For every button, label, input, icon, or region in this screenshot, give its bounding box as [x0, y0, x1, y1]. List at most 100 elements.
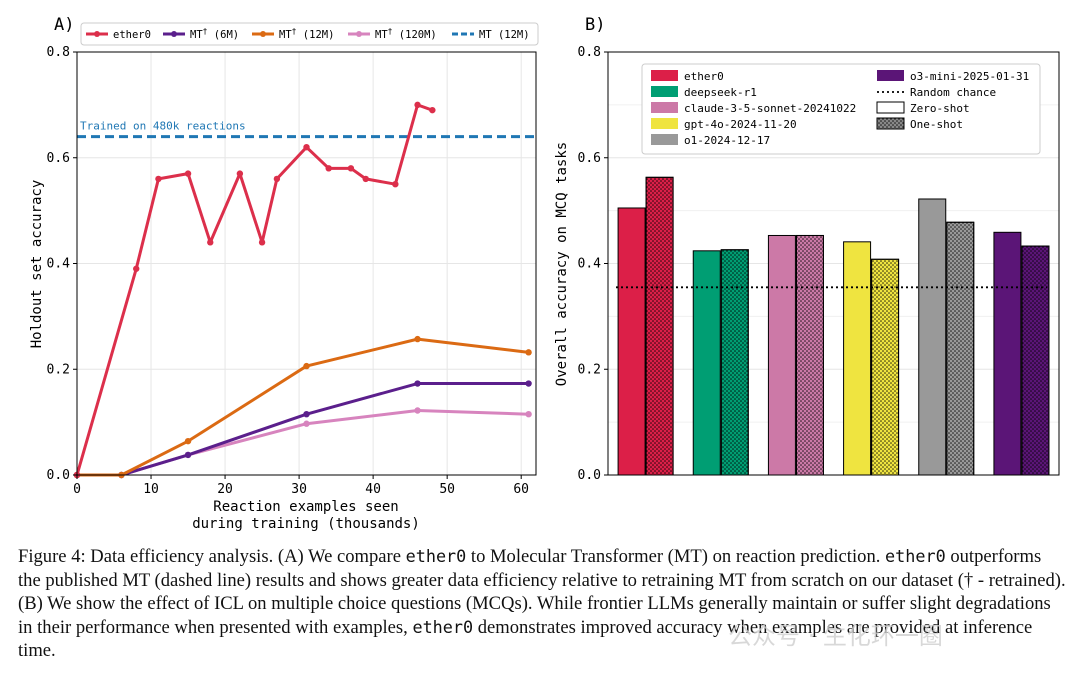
x-tick-label: 10 — [143, 482, 159, 497]
bar-zero-shot-1 — [692, 250, 721, 476]
bar-one-shot-hatch-2 — [795, 234, 824, 476]
bar-zero-shot-3 — [843, 241, 872, 476]
legend-swatch-4 — [651, 134, 678, 145]
data-point-series-0-13 — [414, 101, 421, 109]
y-tick-label: 0.4 — [47, 257, 71, 272]
legend-swatch-5 — [877, 70, 904, 81]
legend-label-name: MT — [279, 29, 292, 41]
legend-swatch-one-shot-hatch — [876, 117, 905, 130]
bar-zero-shot-0 — [617, 207, 646, 476]
panel-a-xlabel-line1: Reaction examples seen — [213, 499, 398, 515]
panel-b-ticks: 0.0 0.2 0.4 0.6 0.8 — [578, 45, 608, 483]
x-tick-label: 30 — [291, 482, 307, 497]
data-point-series-3-3 — [303, 420, 310, 427]
legend-label-random-chance: Random chance — [910, 86, 996, 99]
y-tick-label: 0.0 — [47, 468, 70, 483]
panel-a-chart: A) Trained on 480k reactions 0 10 20 30 40 50… — [29, 15, 539, 532]
data-point-series-0-1 — [133, 265, 140, 272]
y-tick-label: 0.8 — [578, 45, 601, 60]
panel-b-legend-box — [641, 63, 1041, 155]
data-point-series-0-3 — [184, 170, 192, 177]
y-tick-label: 0.4 — [578, 257, 602, 272]
data-point-series-1-5 — [525, 380, 532, 387]
figure-caption: Figure 4: Data efficiency analysis. (A) … — [18, 545, 1068, 663]
bar-one-shot-hatch-5 — [1021, 245, 1050, 476]
legend-label-name: MT — [375, 29, 388, 41]
y-tick-label: 0.0 — [578, 468, 601, 483]
data-point-series-2-5 — [525, 349, 532, 356]
x-tick-label: 50 — [439, 482, 455, 497]
line-series-3 — [77, 408, 529, 477]
bar-zero-shot-5 — [993, 231, 1022, 476]
legend-swatch-3 — [651, 118, 678, 129]
data-point-series-0-14 — [429, 106, 436, 114]
legend-marker-0 — [94, 31, 100, 37]
legend-swatch-1 — [651, 86, 678, 97]
panel-b-bars — [617, 176, 1050, 476]
caption-part-3: outperforms the published MT (dashed lin… — [18, 546, 1066, 638]
legend-label-size: (12M) — [296, 29, 334, 41]
caption-code-2: ether0 — [885, 546, 946, 566]
bar-one-shot-hatch-0 — [645, 176, 674, 476]
legend-label-reference: MT (12M) — [479, 29, 530, 41]
x-tick-label: 40 — [365, 482, 381, 497]
bar-one-shot-hatch-3 — [871, 258, 900, 476]
caption-part-2: to Molecular Transformer (MT) on reactio… — [466, 546, 886, 567]
y-tick-label: 0.6 — [578, 151, 601, 166]
y-tick-label: 0.2 — [578, 362, 601, 377]
legend-label-dagger: † — [292, 27, 297, 36]
x-tick-label: 20 — [217, 482, 233, 497]
legend-label-dagger: † — [388, 27, 393, 36]
data-point-series-1-2 — [184, 451, 192, 459]
caption-code-1: ether0 — [405, 546, 467, 566]
bar-zero-shot-2 — [767, 234, 796, 476]
panel-b-legend: ether0 deepseek-r1 claude-3-5-sonnet-20241… — [641, 63, 1041, 155]
legend-marker-1 — [171, 31, 177, 37]
legend-label-3: MT† (120M) — [375, 27, 437, 41]
data-point-series-0-10 — [347, 165, 355, 172]
x-tick-label: 60 — [513, 482, 529, 497]
legend-swatch-0 — [651, 70, 678, 81]
panel-b-chart: B) 0.0 0.2 0.4 0.6 0.8 Overall accuracy on M… — [554, 15, 1060, 483]
caption-code-3: ether0 — [412, 616, 474, 637]
data-point-series-2-3 — [303, 362, 310, 370]
panel-a-xlabel-line2: during training (thousands) — [192, 516, 420, 532]
bar-one-shot-hatch-1 — [720, 249, 749, 476]
data-point-series-0-8 — [303, 143, 310, 151]
line-series-0 — [75, 103, 433, 476]
legend-marker-2 — [260, 31, 266, 37]
legend-label-3: gpt-4o-2024-11-20 — [684, 118, 797, 131]
line-series-1 — [77, 382, 529, 477]
panel-a-label: A) — [54, 15, 74, 35]
legend-label-2: MT† (12M) — [279, 27, 334, 41]
legend-marker-3 — [356, 31, 362, 37]
panel-b-ylabel: Overall accuracy on MCQ tasks — [554, 142, 570, 386]
panel-a-legend: ether0 MT† (6M) MT† (12M) MT† (120M) MT (12M… — [80, 22, 539, 46]
legend-label-size: (6M) — [207, 29, 239, 41]
data-point-series-2-4 — [414, 335, 421, 343]
data-point-series-0-6 — [258, 239, 266, 246]
data-point-series-3-5 — [525, 410, 532, 418]
reference-annotation: Trained on 480k reactions — [80, 120, 246, 133]
data-point-series-0-4 — [207, 239, 214, 246]
legend-label-name: MT — [190, 29, 203, 41]
panel-a-ticks: 0 10 20 30 40 50 60 0.0 0.2 0.4 0.6 0.8 — [47, 45, 530, 497]
panel-a-ylabel: Holdout set accuracy — [29, 180, 45, 349]
legend-label-0: ether0 — [684, 70, 724, 83]
legend-swatch-2 — [651, 102, 678, 113]
legend-label-2: claude-3-5-sonnet-20241022 — [684, 102, 856, 115]
legend-label-name: ether0 — [113, 29, 151, 41]
legend-label-0: ether0 — [113, 29, 151, 41]
legend-label-one-shot: One-shot — [910, 118, 963, 131]
watermark: 公众号 · 生化环一圈 — [728, 622, 943, 650]
data-point-series-0-11 — [362, 175, 369, 183]
data-point-series-1-4 — [414, 380, 421, 387]
y-tick-label: 0.8 — [47, 45, 70, 60]
bar-zero-shot-4 — [918, 198, 947, 476]
panel-a-legend-box — [80, 22, 539, 46]
data-point-series-0-2 — [155, 175, 162, 183]
legend-label-zero-shot: Zero-shot — [910, 102, 970, 115]
data-point-series-0-9 — [325, 165, 332, 172]
legend-swatch-zero-shot — [876, 101, 905, 114]
line-series-2 — [77, 337, 529, 477]
